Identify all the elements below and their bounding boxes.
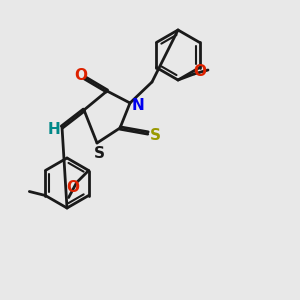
Text: H: H	[48, 122, 60, 136]
Text: O: O	[194, 64, 206, 80]
Text: S: S	[94, 146, 104, 160]
Text: O: O	[74, 68, 88, 82]
Text: S: S	[149, 128, 161, 142]
Text: O: O	[66, 180, 79, 195]
Text: N: N	[132, 98, 144, 112]
